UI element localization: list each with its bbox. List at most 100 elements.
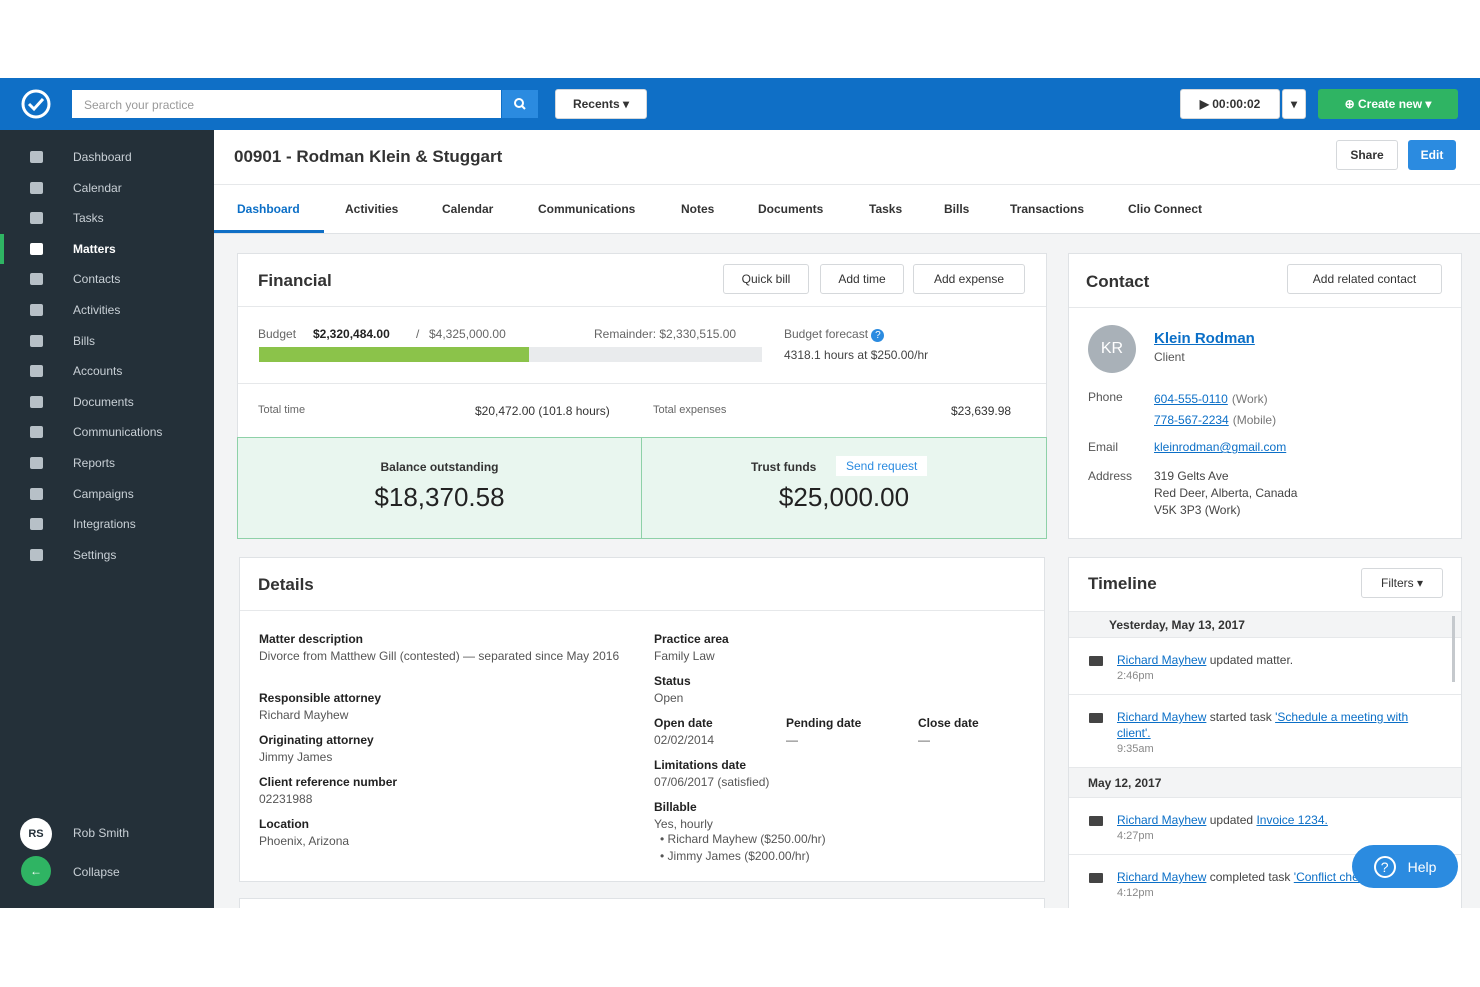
- nav-icon: [30, 151, 43, 163]
- entry-link[interactable]: Invoice 1234.: [1256, 813, 1328, 827]
- detail-field: Responsible attorney Richard Mayhew: [259, 690, 629, 724]
- entry-actor[interactable]: Richard Mayhew: [1117, 813, 1207, 827]
- user-name[interactable]: Rob Smith: [73, 826, 130, 840]
- financial-card: Financial Budget $2,320,484.00 / $4,325,…: [237, 253, 1047, 539]
- recents-button[interactable]: Recents ▾: [555, 89, 647, 119]
- matter-header: 00901 - Rodman Klein & Stuggart Share Ed…: [214, 130, 1480, 234]
- nav-item[interactable]: Reports: [0, 452, 214, 474]
- search-button[interactable]: [502, 90, 538, 118]
- create-new-button[interactable]: ⊕ Create new ▾: [1318, 89, 1458, 119]
- phone-number[interactable]: 604-555-0110: [1154, 392, 1228, 406]
- nav-item[interactable]: Settings: [0, 544, 214, 566]
- send-request-button[interactable]: Send request: [836, 456, 928, 476]
- nav-item[interactable]: Activities: [0, 299, 214, 321]
- total-expenses: $23,639.98: [951, 404, 1012, 418]
- field-label: Pending date: [786, 716, 862, 730]
- email-label: Email: [1088, 440, 1119, 454]
- entry-icon: [1089, 713, 1103, 723]
- entry-action: updated matter.: [1209, 653, 1294, 667]
- field-label: Matter description: [259, 632, 364, 646]
- entry-link[interactable]: 'Schedule a meeting with client'.: [1117, 710, 1409, 740]
- nav-label: Activities: [73, 303, 121, 317]
- phone-number[interactable]: 778-567-2234: [1154, 413, 1229, 427]
- logo: [21, 89, 51, 119]
- info-icon[interactable]: ?: [871, 329, 885, 342]
- entry-action: updated: [1209, 813, 1254, 827]
- nav-item[interactable]: Communications: [0, 421, 214, 443]
- edit-button[interactable]: Edit: [1408, 140, 1456, 170]
- nav-label: Integrations: [73, 517, 136, 532]
- nav-label: Tasks: [73, 211, 104, 226]
- entry-text: Richard Mayhew updated Invoice 1234.: [1117, 812, 1441, 828]
- app: Search your practice Recents ▾ ▶ 00:00:0…: [0, 78, 1480, 908]
- contact-card: Contact Add related contact KR Klein Rod…: [1068, 253, 1462, 539]
- action-button[interactable]: Add time: [820, 264, 904, 294]
- detail-field: Matter description Divorce from Matthew G…: [259, 631, 629, 665]
- tab[interactable]: Notes: [681, 202, 715, 216]
- nav-item[interactable]: Dashboard: [0, 146, 214, 168]
- field-value: 02231988: [259, 792, 313, 806]
- tab[interactable]: Transactions: [1010, 202, 1085, 216]
- nav-item[interactable]: Integrations: [0, 513, 214, 535]
- collapse-icon[interactable]: ←: [21, 856, 51, 886]
- tab[interactable]: Bills: [944, 202, 970, 216]
- create-new-label: Create new: [1358, 97, 1423, 111]
- timeline-entry: Richard Mayhew started task 'Schedule a …: [1069, 695, 1461, 768]
- phone-label: Phone: [1088, 390, 1123, 404]
- detail-field: Close date —: [918, 715, 1218, 749]
- nav-item[interactable]: Campaigns: [0, 483, 214, 505]
- tab[interactable]: Documents: [758, 202, 824, 216]
- tab[interactable]: Tasks: [869, 202, 903, 216]
- tab[interactable]: Dashboard: [237, 202, 300, 216]
- tab[interactable]: Communications: [538, 202, 636, 216]
- email[interactable]: kleinrodman@gmail.com: [1154, 440, 1287, 454]
- detail-field: Originating attorney Jimmy James: [259, 732, 629, 766]
- nav-label: Calendar: [73, 180, 122, 195]
- address-line: 319 Gelts Ave: [1154, 469, 1229, 483]
- entry-actor[interactable]: Richard Mayhew: [1117, 710, 1207, 724]
- nav-icon: [30, 548, 43, 561]
- search-input[interactable]: Search your practice: [72, 90, 501, 118]
- card-title: Details: [258, 575, 314, 594]
- nav-item[interactable]: Calendar: [0, 177, 214, 199]
- contact-name[interactable]: Klein Rodman: [1154, 330, 1255, 347]
- detail-field: Billable Yes, hourly: [654, 799, 954, 833]
- nav-item[interactable]: Matters: [0, 233, 214, 264]
- share-button[interactable]: Share: [1336, 140, 1398, 170]
- phone-type: (Mobile): [1232, 413, 1277, 427]
- action-button[interactable]: Add expense: [913, 264, 1025, 294]
- address-line: Red Deer, Alberta, Canada: [1154, 486, 1298, 500]
- entry-icon: [1089, 816, 1103, 826]
- nav-item[interactable]: Contacts: [0, 268, 214, 290]
- bullet: •: [660, 832, 668, 846]
- nav-item[interactable]: Bills: [0, 330, 214, 352]
- nav-item[interactable]: Accounts: [0, 360, 214, 382]
- help-button[interactable]: ? Help: [1352, 845, 1458, 888]
- field-label: Close date: [918, 716, 979, 730]
- action-button[interactable]: Quick bill: [723, 264, 809, 294]
- filters-button[interactable]: Filters ▾: [1361, 568, 1443, 598]
- field-value: —: [918, 733, 930, 747]
- nav-item[interactable]: Tasks: [0, 207, 214, 229]
- nav-label: Dashboard: [73, 150, 132, 164]
- trust-value: $25,000.00: [778, 482, 910, 512]
- balance-area: Balance outstanding $18,370.58 Trust fun…: [237, 437, 1047, 539]
- timer-dropdown[interactable]: ▾: [1282, 89, 1306, 119]
- nav-item[interactable]: Documents: [0, 391, 214, 413]
- phone-row: 778-567-2234 (Mobile): [1154, 410, 1276, 431]
- timer[interactable]: ▶ 00:00:02: [1180, 89, 1280, 119]
- entry-actor[interactable]: Richard Mayhew: [1117, 870, 1207, 884]
- nav-icon: [30, 181, 43, 194]
- add-related-contact-button[interactable]: Add related contact: [1287, 264, 1442, 294]
- timeline-date: May 12, 2017: [1069, 768, 1461, 798]
- nav-icon: [30, 242, 43, 255]
- tab[interactable]: Clio Connect: [1128, 202, 1202, 216]
- active-indicator: [0, 233, 4, 264]
- collapse-label[interactable]: Collapse: [73, 865, 120, 879]
- card-title: Contact: [1086, 272, 1150, 291]
- tab[interactable]: Activities: [345, 202, 399, 216]
- tab[interactable]: Calendar: [442, 202, 494, 216]
- user-avatar: RS: [20, 818, 52, 850]
- entry-actor[interactable]: Richard Mayhew: [1117, 653, 1207, 667]
